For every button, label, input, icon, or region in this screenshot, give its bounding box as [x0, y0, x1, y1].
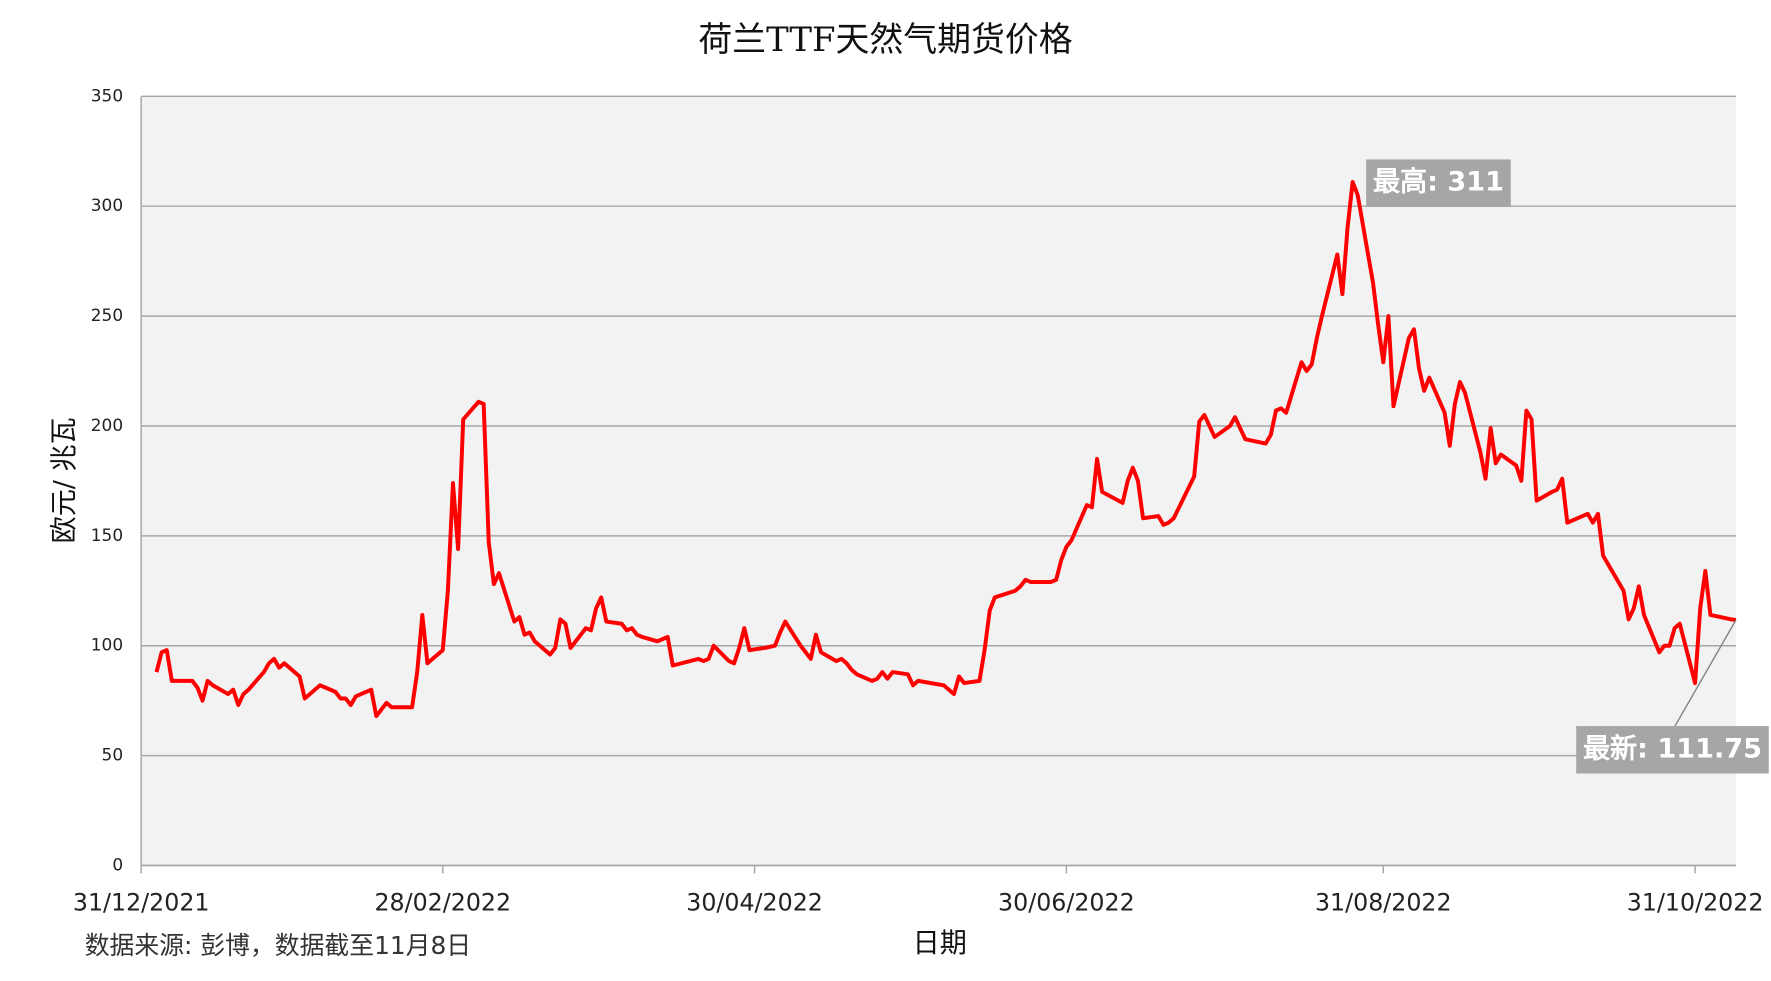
y-tick-label: 150	[91, 525, 123, 545]
annotation-box	[1366, 159, 1511, 207]
x-tick-label: 31/10/2022	[1627, 889, 1764, 917]
annotation-label: 最新: 111.75	[1583, 732, 1762, 764]
leader-line	[1674, 619, 1737, 727]
x-tick-label: 31/12/2021	[73, 889, 210, 917]
y-tick-label: 250	[91, 305, 123, 325]
x-tick-label: 31/08/2022	[1315, 889, 1452, 917]
annotation: 最高: 311	[1366, 159, 1511, 207]
price-line	[154, 180, 1737, 719]
y-axis-label: 欧元/ 兆瓦	[49, 417, 80, 543]
chart-title: 荷兰TTF天然气期货价格	[698, 20, 1072, 59]
x-axis-label: 日期	[913, 928, 967, 959]
x-tick-label: 30/04/2022	[686, 889, 823, 917]
y-tick-label: 350	[91, 85, 123, 105]
x-tick-label: 30/06/2022	[998, 889, 1135, 917]
y-tick-label: 100	[91, 635, 123, 655]
annotation-label: 最高: 311	[1373, 166, 1504, 198]
y-tick-label: 0	[112, 854, 123, 874]
plot-area	[141, 96, 1736, 866]
annotation-box	[1576, 726, 1769, 774]
annotation: 最新: 111.75	[1576, 619, 1769, 774]
y-tick-label: 50	[102, 745, 124, 765]
y-tick-label: 300	[91, 195, 123, 215]
y-tick-label: 200	[91, 415, 123, 435]
x-tick-label: 28/02/2022	[374, 889, 511, 917]
source-note: 数据来源: 彭博，数据截至11月8日	[85, 931, 471, 960]
